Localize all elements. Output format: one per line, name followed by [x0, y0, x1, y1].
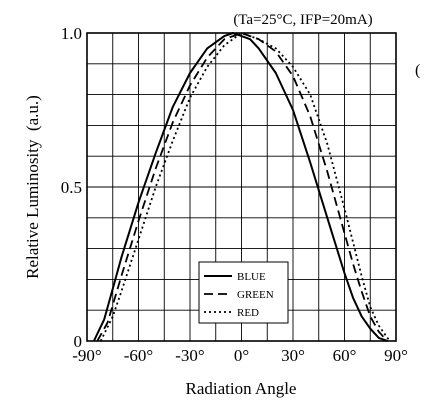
legend-box	[198, 261, 289, 324]
plot-frame	[86, 32, 397, 342]
legend-label-red: RED	[237, 307, 259, 319]
series-green-line	[96, 32, 389, 342]
x-tick-label: 0°	[234, 346, 249, 365]
y-axis-label: Relative Luminosity (a.u.)	[23, 95, 42, 279]
x-tick-labels: -90° -60° -30° 0° 30° 60° 90°	[72, 346, 408, 365]
curves-layer	[92, 32, 392, 342]
series-blue-line	[92, 32, 388, 342]
series-red-line	[99, 32, 392, 342]
x-tick-label: -30°	[175, 346, 204, 365]
x-tick-label: 30°	[281, 346, 305, 365]
y-tick-labels: 0 0.5 1.0	[61, 24, 82, 351]
y-tick-label: 0.5	[61, 178, 82, 197]
x-tick-label: -90°	[72, 346, 101, 365]
x-tick-label: -60°	[124, 346, 153, 365]
chart-title: (Ta=25°C, IFP=20mA)	[233, 12, 372, 28]
y-tick-label: 0	[74, 332, 83, 351]
legend: BLUE GREEN RED	[198, 261, 289, 324]
x-tick-label: 60°	[333, 346, 357, 365]
legend-label-blue: BLUE	[237, 271, 266, 283]
edge-fragment: (	[415, 62, 420, 79]
x-axis-label: Radiation Angle	[186, 379, 297, 398]
x-tick-label: 90°	[384, 346, 408, 365]
legend-label-green: GREEN	[237, 289, 274, 301]
y-tick-label: 1.0	[61, 24, 82, 43]
